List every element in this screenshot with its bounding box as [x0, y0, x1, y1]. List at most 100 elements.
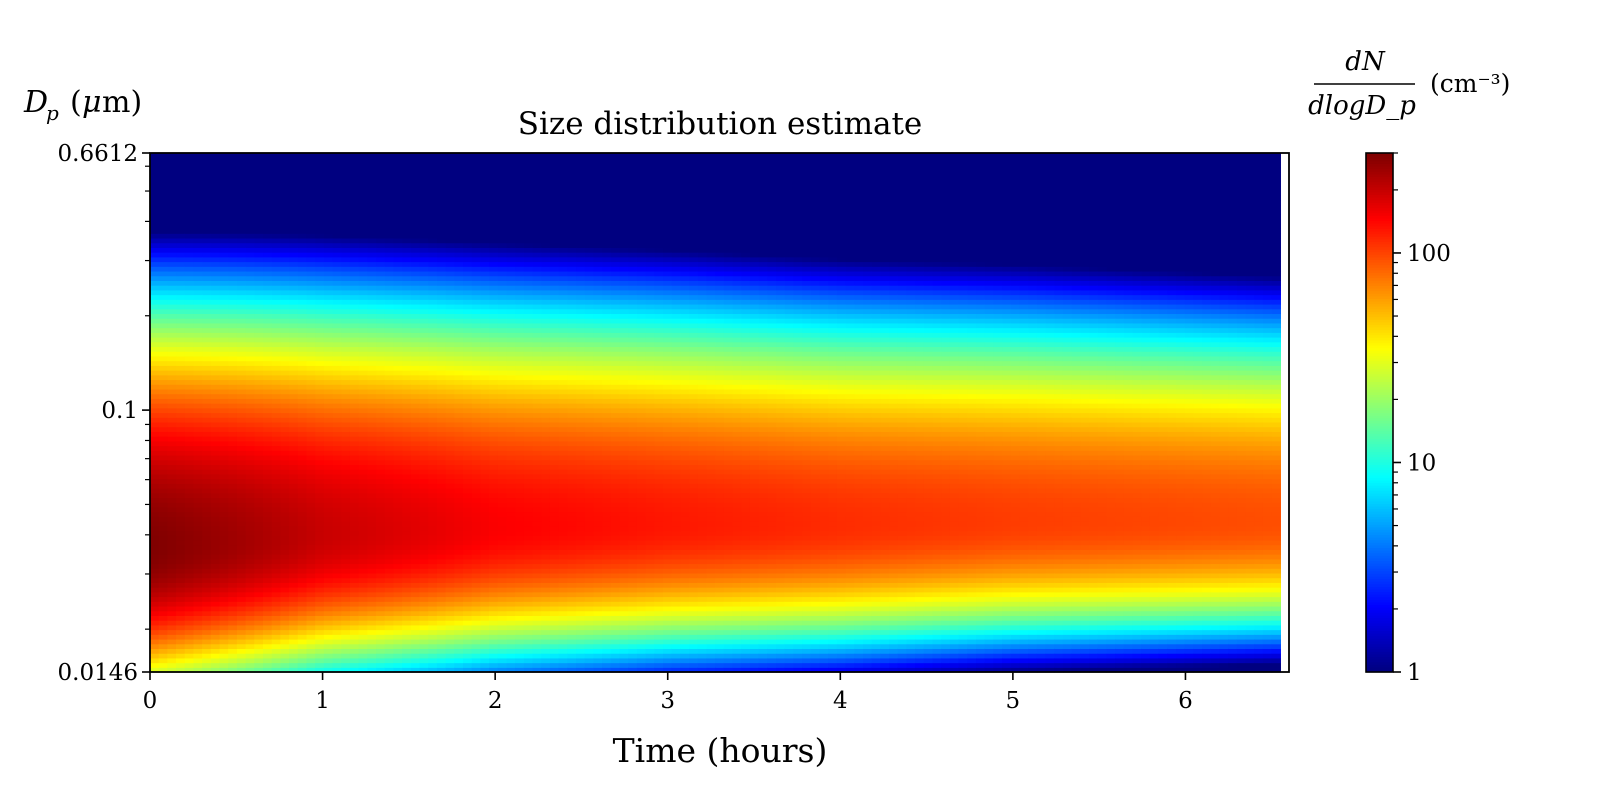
heatmap-cell — [228, 162, 238, 168]
heatmap-cell — [176, 549, 186, 555]
heatmap-cell — [489, 157, 499, 164]
heatmap-cell — [471, 662, 482, 668]
heatmap-cell — [515, 643, 525, 650]
heatmap-cell — [480, 549, 490, 555]
heatmap-cell — [358, 204, 368, 211]
heatmap-cell — [436, 643, 447, 650]
heatmap-cell — [193, 214, 203, 220]
heatmap-cell — [497, 577, 508, 583]
heatmap-cell — [210, 572, 221, 579]
heatmap-cell — [219, 577, 229, 583]
heatmap-cell — [463, 591, 473, 598]
heatmap-cell — [384, 601, 395, 607]
heatmap-cell — [428, 171, 438, 178]
heatmap-cell — [289, 421, 299, 428]
heatmap-cell — [228, 558, 238, 565]
heatmap-cell — [367, 167, 377, 173]
heatmap-cell — [236, 313, 247, 319]
heatmap-cell — [219, 261, 229, 267]
heatmap-cell — [228, 549, 238, 555]
heatmap-cell — [315, 648, 325, 654]
heatmap-cell — [167, 374, 177, 381]
heatmap-cell — [280, 577, 290, 583]
heatmap-cell — [471, 407, 482, 414]
heatmap-cell — [471, 322, 482, 329]
heatmap-cell — [506, 620, 516, 626]
heatmap-cell — [245, 181, 255, 187]
heatmap-cell — [341, 299, 351, 305]
heatmap-cell — [176, 610, 186, 616]
heatmap-cell — [210, 459, 221, 465]
heatmap-cell — [306, 398, 316, 404]
heatmap-cell — [410, 464, 421, 470]
heatmap-cell — [489, 587, 499, 593]
heatmap-cell — [541, 577, 551, 583]
heatmap-cell — [167, 521, 177, 527]
heatmap-cell — [428, 294, 438, 300]
heatmap-cell — [523, 379, 534, 385]
heatmap-cell — [167, 544, 177, 550]
heatmap-cell — [193, 384, 203, 390]
heatmap-cell — [376, 634, 386, 640]
heatmap-cell — [454, 601, 464, 607]
heatmap-cell — [263, 440, 273, 447]
heatmap-cell — [245, 190, 255, 197]
heatmap-cell — [489, 440, 499, 447]
heatmap-cell — [323, 337, 334, 343]
heatmap-cell — [367, 525, 377, 532]
heatmap-cell — [402, 587, 412, 593]
heatmap-cell — [410, 492, 421, 499]
heatmap-cell — [297, 280, 308, 286]
heatmap-cell — [271, 431, 282, 437]
heatmap-cell — [150, 332, 160, 338]
heatmap-cell — [254, 464, 264, 470]
heatmap-cell — [254, 379, 264, 385]
heatmap-cell — [323, 558, 334, 565]
heatmap-cell — [445, 313, 455, 319]
heatmap-cell — [436, 469, 447, 475]
heatmap-cell — [402, 407, 412, 414]
heatmap-cell — [445, 360, 455, 366]
heatmap-cell — [193, 412, 203, 418]
heatmap-cell — [349, 280, 360, 286]
heatmap-cell — [358, 624, 368, 631]
heatmap-cell — [289, 657, 299, 664]
heatmap-cell — [463, 252, 473, 258]
heatmap-cell — [523, 200, 534, 206]
heatmap-cell — [436, 285, 447, 291]
heatmap-cell — [419, 289, 429, 296]
heatmap-cell — [297, 610, 308, 616]
heatmap-cell — [393, 374, 403, 381]
heatmap-cell — [306, 162, 316, 168]
heatmap-cell — [254, 365, 264, 371]
heatmap-cell — [184, 370, 195, 376]
heatmap-cell — [167, 421, 177, 428]
heatmap-cell — [480, 525, 490, 532]
heatmap-cell — [532, 167, 542, 173]
heatmap-cell — [297, 492, 308, 499]
heatmap-cell — [532, 454, 542, 461]
heatmap-cell — [497, 313, 508, 319]
heatmap-cell — [471, 610, 482, 616]
heatmap-cell — [367, 487, 377, 494]
heatmap-cell — [376, 605, 386, 612]
heatmap-cell — [489, 521, 499, 527]
heatmap-cell — [384, 204, 395, 211]
heatmap-cell — [523, 412, 534, 418]
heatmap-cell — [384, 459, 395, 465]
heatmap-cell — [167, 554, 177, 560]
heatmap-cell — [202, 554, 212, 560]
heatmap-cell — [480, 643, 490, 650]
heatmap-cell — [263, 181, 273, 187]
heatmap-cell — [489, 591, 499, 598]
heatmap-cell — [315, 412, 325, 418]
heatmap-cell — [471, 153, 482, 159]
heatmap-cell — [428, 516, 438, 522]
heatmap-cell — [506, 516, 516, 522]
heatmap-cell — [228, 506, 238, 513]
heatmap-cell — [463, 237, 473, 244]
heatmap-cell — [541, 530, 551, 536]
heatmap-cell — [193, 223, 203, 230]
heatmap-cell — [419, 648, 429, 654]
heatmap-cell — [463, 403, 473, 409]
